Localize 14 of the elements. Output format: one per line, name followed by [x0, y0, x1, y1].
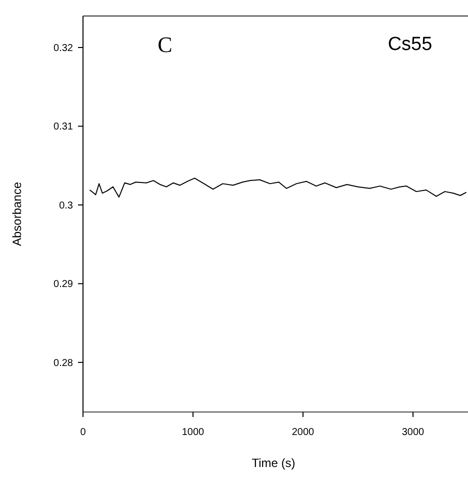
- annotation: Cs55: [388, 34, 432, 55]
- y-tick-label: 0.31: [54, 122, 74, 133]
- line-series: [89, 178, 467, 198]
- x-tick-label: 1000: [182, 427, 205, 438]
- x-axis-title: Time (s): [252, 456, 296, 470]
- x-tick-label: 2000: [292, 427, 315, 438]
- y-tick-label: 0.32: [54, 42, 74, 54]
- annotation: C: [158, 32, 172, 57]
- y-axis-title: Absorbance: [10, 182, 24, 246]
- x-tick-label: 3000: [402, 427, 425, 438]
- x-tick-label: 0: [80, 427, 86, 438]
- y-tick-label: 0.28: [54, 358, 74, 369]
- y-tick-label: 0.3: [59, 200, 74, 212]
- y-tick-label: 0.29: [54, 279, 74, 290]
